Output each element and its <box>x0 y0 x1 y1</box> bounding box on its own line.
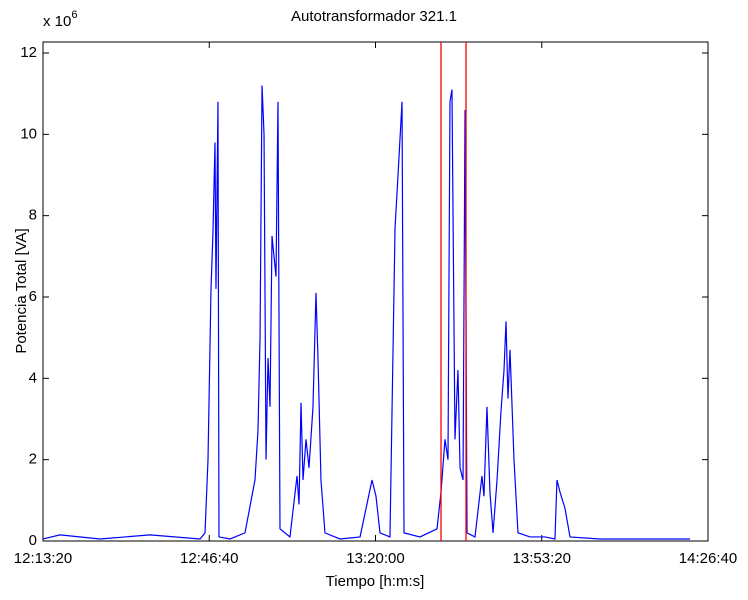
plot-frame <box>42 41 709 542</box>
y-axis-label: Potencia Total [VA] <box>13 228 30 353</box>
y-tick-label: 2 <box>29 451 37 468</box>
data-line <box>42 85 690 540</box>
x-tick-label: 14:26:40 <box>679 550 737 567</box>
y-tick-label: 12 <box>20 44 37 61</box>
y-tick-label: 8 <box>29 207 37 224</box>
y-tick-label: 4 <box>29 369 37 386</box>
chart-title: Autotransformador 321.1 <box>291 8 457 25</box>
y-tick-label: 6 <box>29 288 37 305</box>
x-axis-label: Tiempo [h:m:s] <box>326 573 425 590</box>
y-multiplier: x 106 <box>43 9 77 30</box>
y-tick-label: 10 <box>20 125 37 142</box>
multiplier-base: x 10 <box>43 13 71 30</box>
x-tick-label: 12:13:20 <box>14 550 72 567</box>
multiplier-exponent: 6 <box>71 9 77 21</box>
x-tick-label: 13:53:20 <box>513 550 571 567</box>
x-tick-label: 13:20:00 <box>346 550 404 567</box>
y-tick-label: 0 <box>29 532 37 549</box>
x-tick-label: 12:46:40 <box>180 550 238 567</box>
